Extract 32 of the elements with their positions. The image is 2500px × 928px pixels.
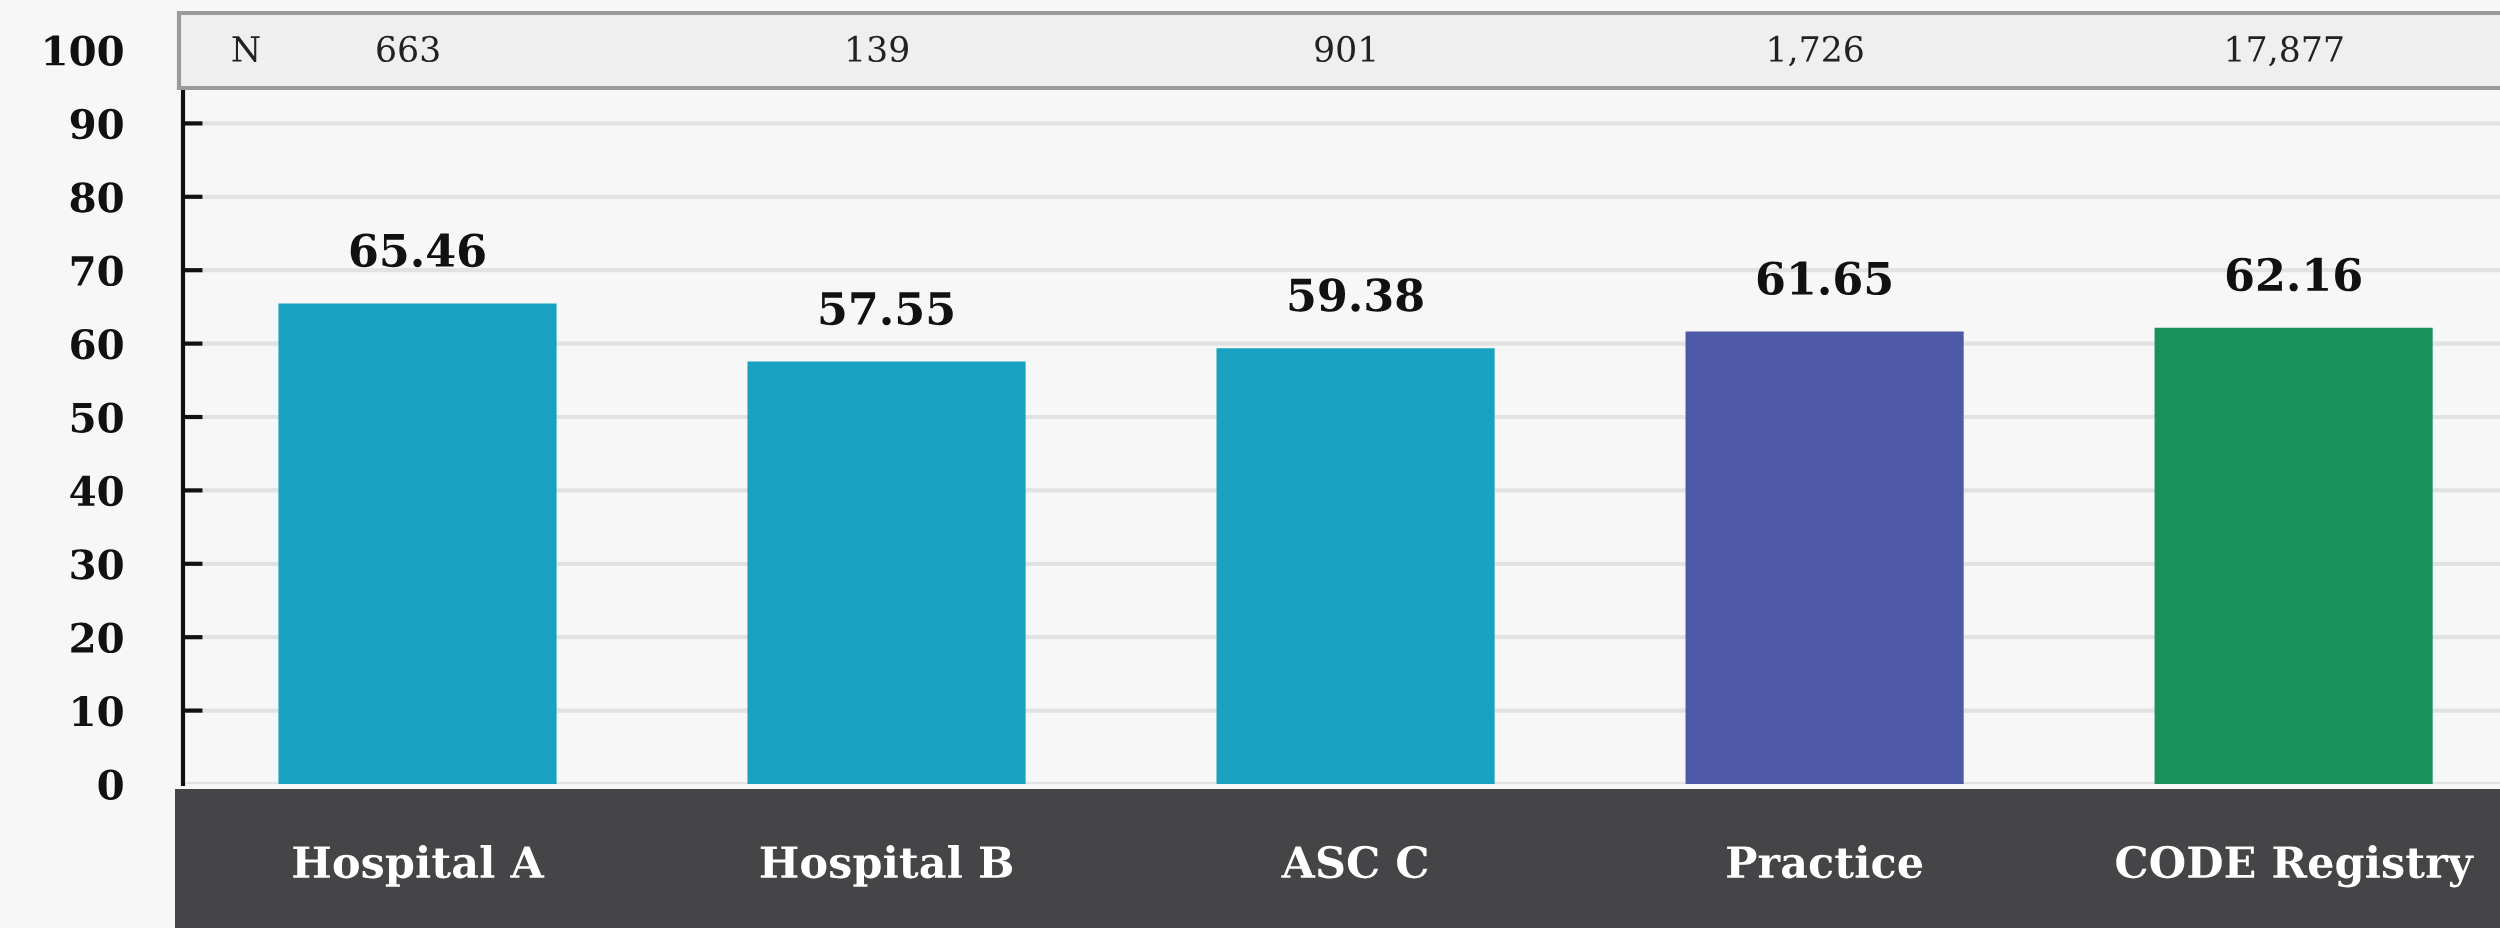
annotation: 901	[1315, 35, 1375, 63]
bar	[2154, 327, 2433, 784]
y-tick-label: 100	[45, 35, 123, 66]
y-tick-label: 90	[70, 108, 123, 140]
x-tick-label: Hospital B	[760, 845, 1012, 887]
annotation: 1,726	[1769, 35, 1863, 67]
bar	[1685, 331, 1964, 784]
annotation: 663	[377, 35, 439, 63]
annotation: 139	[848, 35, 908, 63]
data-label: 65.46	[350, 233, 485, 268]
x-tick-label: CODE Registry	[2116, 845, 2474, 888]
y-tick-label: 40	[70, 475, 123, 507]
annotation: 17,877	[2227, 35, 2343, 67]
y-tick-label: 60	[71, 329, 123, 360]
y-tick-label: 0	[98, 769, 123, 800]
data-label: 62.16	[2226, 257, 2361, 292]
y-tick-label: 20	[71, 622, 123, 654]
data-label: 59.38	[1289, 278, 1423, 312]
x-tick-label: ASC C	[1281, 845, 1428, 879]
y-tick-label: 50	[71, 402, 123, 433]
y-tick-label: 80	[70, 182, 123, 213]
x-tick-label: Practice	[1727, 845, 1923, 879]
bar	[278, 303, 557, 784]
data-label: 57.55	[820, 292, 953, 326]
annotation: N	[232, 36, 260, 63]
bar	[747, 361, 1026, 784]
bar	[1216, 348, 1495, 784]
y-tick-label: 70	[71, 255, 123, 287]
x-tick-label: Hospital A	[293, 845, 545, 887]
data-label: 61.65	[1757, 261, 1891, 296]
y-tick-label: 30	[71, 549, 123, 580]
y-tick-label: 10	[73, 696, 123, 727]
